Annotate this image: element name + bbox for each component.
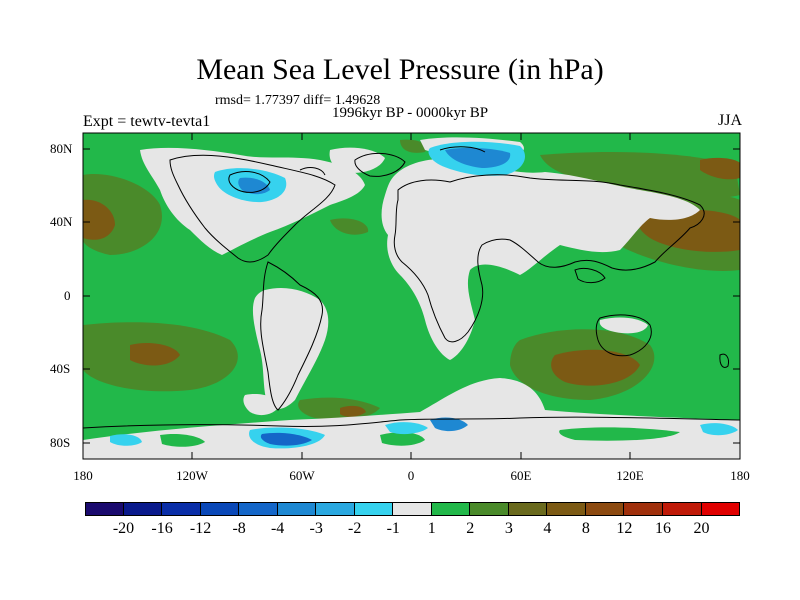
lon-label-120e: 120E [616,468,644,483]
lon-label-180w: 180 [73,468,93,483]
lon-label-60w: 60W [289,468,315,483]
colorbar-label: -20 [112,520,135,537]
lat-label-80s: 80S [50,435,71,450]
lat-label-40s: 40S [50,361,71,376]
blue-lows [110,141,738,449]
colorbar-frame [85,502,740,516]
colorbar-cell [547,502,586,516]
colorbar-label: 12 [616,520,633,537]
map-title: Mean Sea Level Pressure (in hPa) [196,53,604,86]
colorbar-label: 16 [654,520,671,537]
colorbar-cell [200,502,240,516]
colorbar-cell [624,502,663,516]
colorbar-cell [239,502,278,516]
colorbar-label: 2 [466,520,475,537]
colorbar-label: 20 [693,520,710,537]
colorbar-label: 8 [581,520,590,537]
lon-label-0: 0 [407,468,415,483]
gray-australia [599,317,648,334]
colorbar-label: 1 [427,520,436,537]
colorbar-label: -2 [348,520,362,537]
lon-label-120w: 120W [176,468,208,483]
colorbar-cell [431,502,471,516]
coastlines [83,146,740,429]
axis-ticks [83,133,740,459]
colorbar-label: -16 [151,520,173,537]
colorbar-label: -3 [309,520,323,537]
colorbar-label: -8 [232,520,246,537]
colorbar [85,502,741,516]
lon-label-60e: 60E [510,468,532,483]
lat-label-40n: 40N [50,214,73,229]
colorbar-label: -12 [189,520,212,537]
colorbar-cell [277,502,317,516]
lat-label-0: 0 [64,288,71,303]
period-text: 1996kyr BP - 0000kyr BP [331,105,489,121]
colorbar-cell [470,502,509,516]
colorbar-label: 3 [504,520,513,537]
colorbar-label: -1 [386,520,400,537]
gray-antarctic-2 [243,394,280,416]
colorbar-label: 4 [543,520,552,537]
season-label: JJA [717,112,742,129]
colorbar-cell [585,502,625,516]
brown-regions [83,157,740,417]
colorbar-cell [123,502,163,516]
colorbar-cell [662,502,702,516]
colorbar-cell [354,502,394,516]
lat-label-80n: 80N [50,141,73,156]
experiment-label: Expt = tewtv-tevta1 [83,113,211,130]
stats-text: rmsd= 1.77397 diff= 1.49628 [215,93,381,108]
colorbar-cell [162,502,201,516]
gray-eurasia-africa [381,158,700,360]
colorbar-label: -4 [270,520,285,537]
gray-south-america [252,288,329,410]
colorbar-cell [508,502,548,516]
lon-label-180e: 180 [730,468,750,483]
colorbar-cell [316,502,355,516]
colorbar-cell [85,502,124,516]
colorbar-cell [393,502,432,516]
antarctic-green-patches [160,427,680,447]
